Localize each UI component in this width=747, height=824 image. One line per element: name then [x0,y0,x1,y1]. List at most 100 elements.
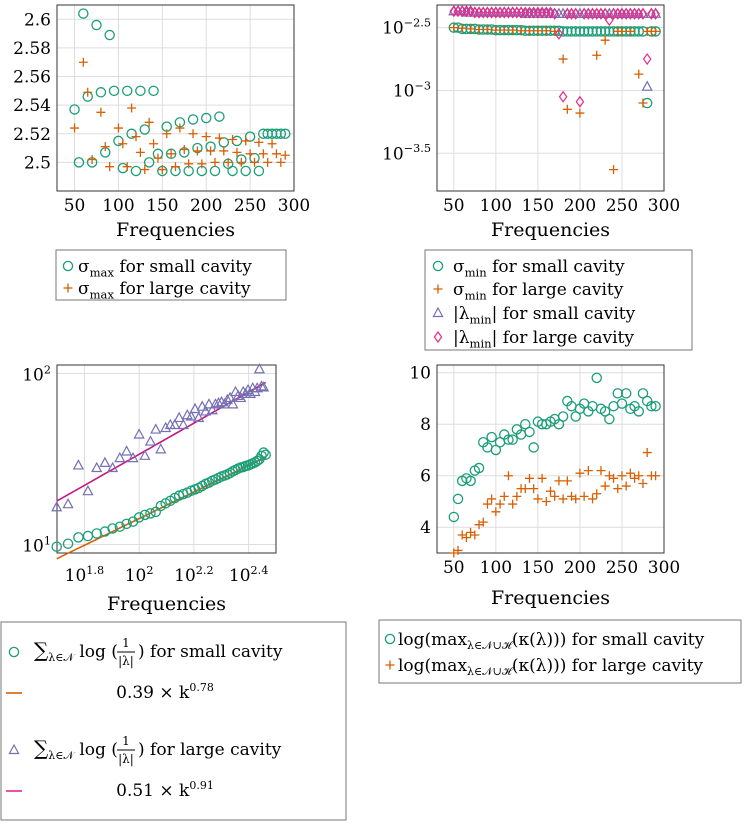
data-point [131,132,141,142]
data-point [620,388,632,399]
legend-box [424,249,693,351]
x-tick-label: 150 [146,196,178,216]
data-point [617,471,627,481]
data-point [245,149,255,159]
legend-marker [433,330,443,344]
data-point [263,157,273,167]
x-axis-label: Frequencies [491,219,610,241]
data-point [558,494,568,504]
data-point [231,135,243,147]
data-point [100,142,110,152]
data-point [169,418,181,430]
data-point [139,124,151,135]
data-point [193,411,205,423]
legend-fraction-den: |λ| [118,752,134,766]
data-point [107,523,118,534]
data-point [78,57,88,67]
legend-marker [62,260,74,272]
data-point [145,508,156,519]
data-point [621,481,631,491]
data-point [70,123,80,133]
data-point [72,459,85,470]
data-point [121,85,133,97]
legend-fraction-num: 1 [122,734,130,748]
data-point [120,445,133,456]
data-point [491,25,501,35]
data-point [524,26,534,36]
data-point [574,26,586,37]
data-point [546,486,555,496]
y-tick-label: 2.5 [24,153,51,173]
data-point [135,147,145,157]
data-point [82,484,94,496]
data-point [646,400,657,412]
data-point [209,165,221,177]
data-point [651,471,661,481]
data-point [253,165,265,177]
data-point [541,26,551,36]
data-point [165,148,177,160]
data-point [486,431,497,443]
data-point [575,95,585,108]
data-point [503,471,513,481]
data-point [578,26,590,37]
data-point [240,165,251,177]
data-point [453,545,463,555]
legend-label: σmin for large cavity [453,280,624,302]
data-point [554,476,564,486]
data-point [638,478,648,488]
data-point [91,461,103,473]
data-point [596,466,606,476]
data-point [227,398,239,409]
y-tick-label: 2.52 [13,125,51,145]
legend-marker [8,646,20,658]
data-point [609,165,619,175]
data-point [155,443,167,454]
data-point [554,27,564,40]
data-point [250,157,259,167]
data-point [255,380,268,391]
legend-label: ∑λ∈𝒩 log ( [34,736,118,762]
data-point [91,528,102,539]
data-point [491,507,501,517]
data-point [162,129,172,139]
x-tick-label: 200 [564,196,596,216]
y-tick-label: 2.58 [13,39,51,59]
chart-sum-log-inv-lambda: 101.8 102 102.2 102.4 101 102 Frequencies [22,362,277,615]
x-tick-label: 100 [480,196,512,216]
data-point [625,468,635,478]
data-point [507,434,518,445]
data-point [465,475,476,487]
legend-marker [432,260,444,272]
y-tick-label: 2.6 [24,10,51,30]
data-point [533,494,543,504]
x-tick-label: 250 [606,196,638,216]
legend-box [0,621,347,821]
data-point [106,461,119,473]
data-point [206,146,216,156]
data-point [575,108,585,118]
data-point [613,484,623,494]
data-point [114,451,126,463]
data-point [637,7,649,18]
data-point [528,442,539,453]
y-tick-label: 10−3.5 [382,142,431,164]
data-point [258,381,270,392]
data-point [579,491,589,501]
data-point [135,85,146,97]
data-point [87,155,97,165]
data-point [279,128,291,140]
data-point [612,388,624,399]
legend-label: σmin for small cavity [453,257,625,279]
chart-sigma-max: 50 100 150 200 250 300 2.5 2.52 2.54 2.56 2.58 2.6 F… [13,4,310,241]
y-tick-label: 102 [22,363,51,385]
data-point [127,451,139,463]
data-point [114,521,126,532]
data-point [144,435,157,446]
data-point [73,157,85,168]
legend-marker [63,283,73,293]
data-point [51,501,63,512]
data-point [617,26,627,36]
x-axis-label: Frequencies [116,219,235,241]
